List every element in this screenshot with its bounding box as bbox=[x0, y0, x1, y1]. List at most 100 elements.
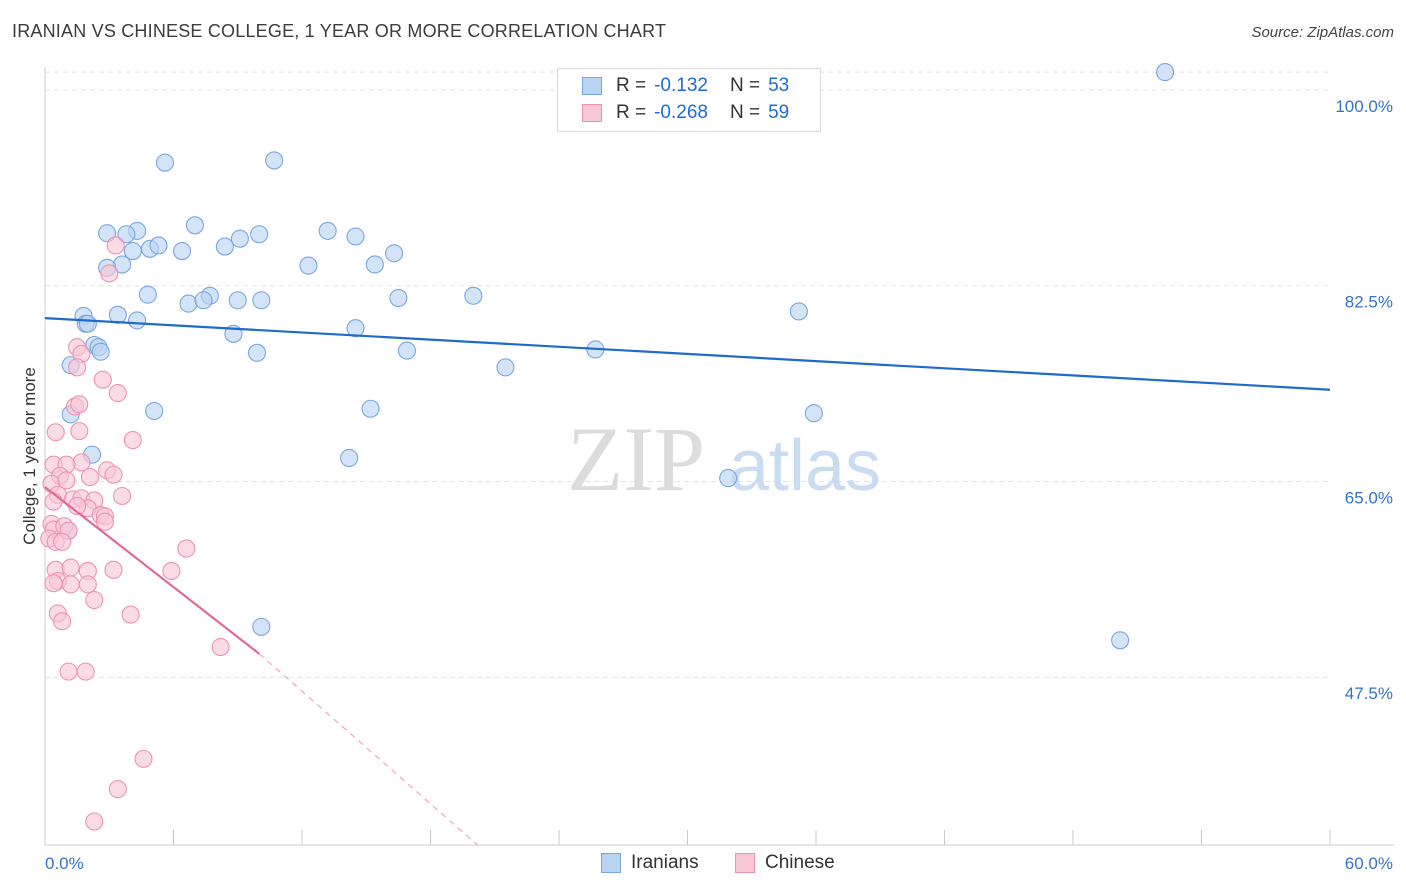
chinese-point bbox=[68, 358, 87, 377]
iranians-swatch bbox=[582, 77, 602, 95]
iranians-point bbox=[145, 401, 164, 421]
iranians-point bbox=[789, 302, 808, 321]
chinese-point bbox=[85, 812, 104, 831]
iranians-point bbox=[397, 341, 416, 360]
chinese-point bbox=[104, 465, 123, 484]
legend-iranians-swatch bbox=[601, 853, 621, 873]
chinese-point bbox=[46, 423, 65, 442]
iranians-point bbox=[250, 225, 269, 244]
chinese-point bbox=[177, 539, 196, 558]
iranians-point bbox=[149, 236, 168, 255]
chinese-point bbox=[113, 486, 132, 506]
iranians-point bbox=[123, 241, 142, 261]
chinese-point bbox=[123, 431, 142, 450]
iranians-point bbox=[155, 153, 174, 172]
iranians-point bbox=[173, 241, 192, 261]
chinese-swatch bbox=[582, 104, 602, 122]
legend-item-iranians[interactable]: Iranians bbox=[601, 852, 699, 874]
chinese-n-value: 59 bbox=[768, 102, 790, 123]
series-iranians bbox=[59, 63, 1175, 650]
chinese-point bbox=[100, 264, 119, 283]
x-tick-label: 0.0% bbox=[45, 854, 84, 873]
chinese-point bbox=[53, 612, 72, 631]
tick-labels: 100.0% 82.5% 65.0% 47.5% 0.0% 60.0% bbox=[45, 97, 1393, 873]
chinese-point bbox=[121, 605, 140, 624]
iranians-point bbox=[247, 343, 267, 362]
chart-title: IRANIAN VS CHINESE COLLEGE, 1 YEAR OR MO… bbox=[12, 21, 667, 41]
iranians-r-value: -0.132 bbox=[654, 75, 708, 96]
iranians-point bbox=[389, 288, 408, 308]
chinese-point bbox=[104, 560, 123, 579]
chinese-point bbox=[70, 422, 89, 441]
iranians-point bbox=[361, 399, 380, 418]
legend-item-chinese[interactable]: Chinese bbox=[735, 852, 835, 874]
chinese-point bbox=[61, 558, 80, 577]
iranians-point bbox=[91, 342, 110, 361]
chinese-point bbox=[85, 590, 104, 610]
iranians-point bbox=[194, 291, 213, 310]
source-label: Source: ZipAtlas.com bbox=[1251, 24, 1394, 41]
iranians-point bbox=[496, 358, 515, 377]
chinese-point bbox=[211, 637, 230, 657]
iranians-point bbox=[464, 286, 483, 305]
iranians-point bbox=[299, 256, 318, 275]
axes bbox=[44, 67, 1394, 846]
watermark: ZIP atlas bbox=[567, 408, 881, 510]
chinese-point bbox=[108, 384, 127, 403]
iranians-point bbox=[346, 227, 365, 246]
iranians-point bbox=[228, 291, 247, 310]
chinese-point bbox=[76, 662, 95, 681]
chinese-point bbox=[70, 395, 89, 414]
stats-row-chinese: R = -0.268 N = 59 bbox=[582, 100, 789, 126]
chinese-r-value: -0.268 bbox=[654, 102, 708, 123]
iranians-n-value: 53 bbox=[768, 75, 790, 96]
chinese-point bbox=[61, 575, 80, 594]
iranians-point bbox=[128, 311, 147, 330]
y-tick-label: 82.5% bbox=[1345, 293, 1393, 312]
y-tick-label: 100.0% bbox=[1335, 97, 1393, 116]
iranians-point bbox=[719, 469, 738, 488]
y-axis-label: College, 1 year or more bbox=[20, 367, 39, 545]
chinese-point bbox=[59, 662, 78, 681]
stats-row-iranians: R = -0.132 N = 53 bbox=[582, 73, 789, 99]
iranians-point bbox=[185, 216, 204, 235]
correlation-stats-box: R = -0.132 N = 53 R = -0.268 N = 59 bbox=[557, 68, 821, 132]
gridlines bbox=[45, 71, 1330, 678]
iranians-point bbox=[98, 224, 117, 243]
iranians-point bbox=[318, 221, 337, 240]
iranians-point bbox=[252, 617, 271, 636]
iranians-point bbox=[252, 291, 271, 310]
chinese-point bbox=[53, 532, 72, 551]
iranians-point bbox=[804, 404, 823, 423]
chinese-point bbox=[93, 370, 112, 389]
iranians-trend-line bbox=[44, 317, 1331, 391]
legend-chinese-label: Chinese bbox=[765, 852, 835, 873]
iranians-point bbox=[346, 319, 365, 338]
chinese-point bbox=[78, 575, 97, 594]
x-tick-label: 60.0% bbox=[1345, 854, 1393, 873]
chinese-trend-line bbox=[44, 486, 260, 655]
chinese-point bbox=[95, 512, 115, 531]
iranians-point bbox=[230, 229, 249, 248]
iranians-point bbox=[179, 294, 198, 313]
watermark-atlas: atlas bbox=[729, 426, 881, 506]
iranians-n-label: N = bbox=[729, 75, 761, 96]
chinese-point bbox=[80, 467, 100, 487]
iranians-point bbox=[117, 225, 136, 244]
y-tick-label: 47.5% bbox=[1345, 684, 1393, 703]
chinese-point bbox=[108, 780, 127, 799]
iranians-point bbox=[138, 285, 157, 304]
iranians-point bbox=[265, 151, 284, 170]
iranians-point bbox=[78, 314, 97, 333]
chinese-point bbox=[134, 749, 153, 768]
iranians-point bbox=[1111, 631, 1130, 650]
iranians-point bbox=[385, 244, 404, 263]
chinese-point bbox=[106, 236, 125, 255]
chinese-point bbox=[44, 574, 63, 593]
y-tick-label: 65.0% bbox=[1345, 488, 1393, 507]
iranians-point bbox=[215, 237, 234, 256]
legend-iranians-label: Iranians bbox=[631, 852, 699, 873]
chinese-n-label: N = bbox=[729, 102, 761, 123]
chinese-point bbox=[162, 561, 181, 581]
